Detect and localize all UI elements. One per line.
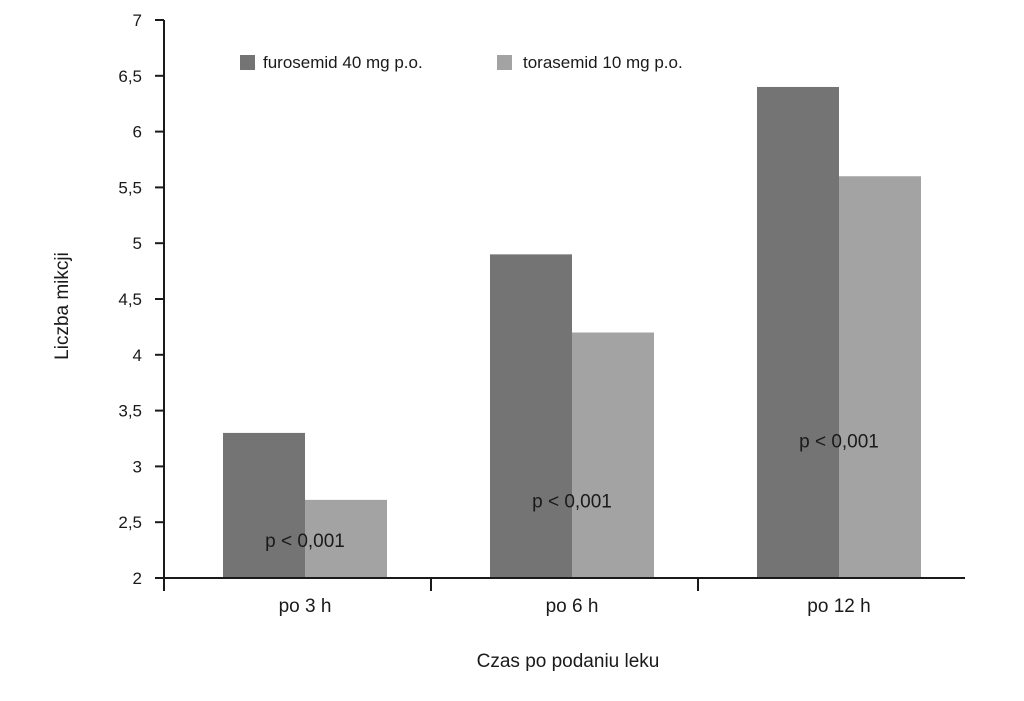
y-tick-label: 3,5 <box>118 402 142 421</box>
y-tick-label: 3 <box>133 457 142 476</box>
x-axis-title: Czas po podaniu leku <box>477 651 660 672</box>
x-tick-label: po 6 h <box>546 596 599 617</box>
y-axis-title: Liczba mikcji <box>52 252 73 360</box>
y-tick-label: 7 <box>133 11 142 30</box>
bar-torasemid-2 <box>572 332 654 578</box>
y-tick-label: 5 <box>133 234 142 253</box>
legend-swatch-furosemid <box>240 55 255 70</box>
legend-label-torasemid: torasemid 10 mg p.o. <box>523 53 683 72</box>
legend: furosemid 40 mg p.o. torasemid 10 mg p.o… <box>240 53 683 72</box>
bar-torasemid-3 <box>839 176 921 579</box>
p-value-annotation: p < 0,001 <box>265 531 345 552</box>
bar-furosemid-1 <box>223 432 305 578</box>
legend-swatch-torasemid <box>497 55 512 70</box>
y-tick-label: 2 <box>133 569 142 588</box>
annotations: p < 0,001 p < 0,001 p < 0,001 <box>265 431 879 551</box>
x-axis-ticks: po 3 h po 6 h po 12 h <box>163 578 871 617</box>
y-axis-ticks: 2 2,5 3 3,5 4 4,5 5 5,5 6 6,5 7 <box>118 11 164 588</box>
bar-furosemid-3 <box>757 86 839 579</box>
y-tick-label: 6,5 <box>118 67 142 86</box>
x-tick-label: po 3 h <box>279 596 332 617</box>
y-tick-label: 4,5 <box>118 290 142 309</box>
bar-furosemid-2 <box>490 254 572 579</box>
bars <box>223 86 921 579</box>
y-tick-label: 4 <box>133 346 142 365</box>
p-value-annotation: p < 0,001 <box>799 431 879 452</box>
p-value-annotation: p < 0,001 <box>532 492 612 513</box>
y-tick-label: 2,5 <box>118 513 142 532</box>
legend-label-furosemid: furosemid 40 mg p.o. <box>263 53 423 72</box>
y-tick-label: 5,5 <box>118 178 142 197</box>
x-tick-label: po 12 h <box>807 596 870 617</box>
y-tick-label: 6 <box>133 123 142 142</box>
bar-torasemid-1 <box>305 499 387 578</box>
